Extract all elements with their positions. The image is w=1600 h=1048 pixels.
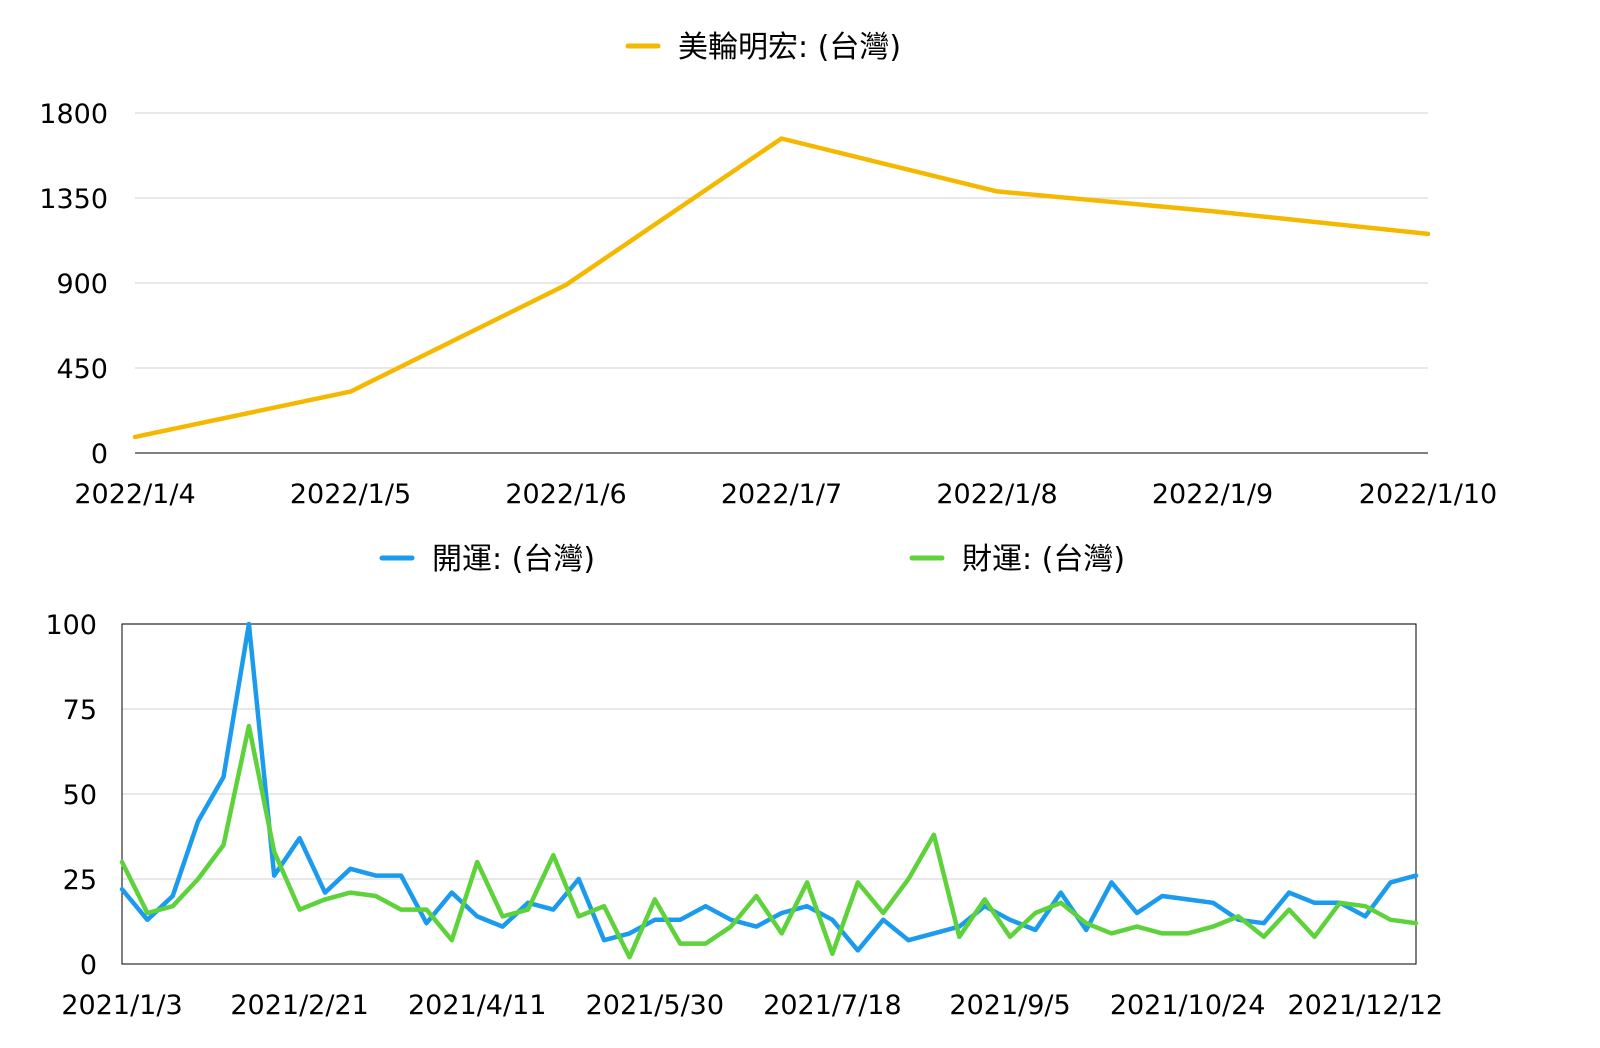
chart1-y-tick-label: 450 [56,354,108,385]
chart2-x-tick-label: 2021/5/30 [586,990,724,1021]
chart1-y-tick-label: 900 [56,269,108,300]
chart2-y-tick-label: 25 [63,865,97,896]
chart2-x-tick-label: 2021/12/12 [1287,990,1443,1021]
chart1-series-line-1 [132,136,1431,440]
chart2-y-tick-label: 100 [45,610,97,641]
chart1-x-tick-label: 2022/1/8 [936,479,1057,510]
chart1-x-tick-label: 2022/1/6 [505,479,626,510]
chart1-x-tick-label: 2022/1/9 [1152,479,1273,510]
chart2-x-tick-label: 2021/4/11 [408,990,546,1021]
chart1-y-tick-label: 1350 [39,184,108,215]
chart2-series-line-1 [119,621,1419,953]
chart2-x-tick-label: 2021/1/3 [61,990,182,1021]
chart2-plot-frame [121,623,1417,965]
chart1-x-tick-label: 2022/1/7 [721,479,842,510]
chart2-series-line-2 [119,723,1419,960]
chart1-legend-label-1: 美輪明宏: (台灣) [678,30,901,65]
chart2-x-tick-label: 2021/9/5 [949,990,1070,1021]
chart1-x-tick-label: 2022/1/10 [1359,479,1497,510]
chart2-y-tick-label: 50 [63,780,97,811]
chart2-x-tick-label: 2021/2/21 [230,990,368,1021]
chart2-y-tick-label: 0 [80,950,97,981]
chart2-legend-label-1: 開運: (台灣) [432,542,595,577]
chart1-y-tick-label: 0 [91,439,108,470]
chart2-y-tick-label: 75 [63,695,97,726]
chart2-x-tick-label: 2021/10/24 [1110,990,1266,1021]
chart2-x-tick-label: 2021/7/18 [763,990,901,1021]
chart2-legend-label-2: 財運: (台灣) [962,542,1125,577]
chart1-x-tick-label: 2022/1/4 [74,479,195,510]
chart1-y-tick-label: 1800 [39,99,108,130]
chart1-x-tick-label: 2022/1/5 [290,479,411,510]
